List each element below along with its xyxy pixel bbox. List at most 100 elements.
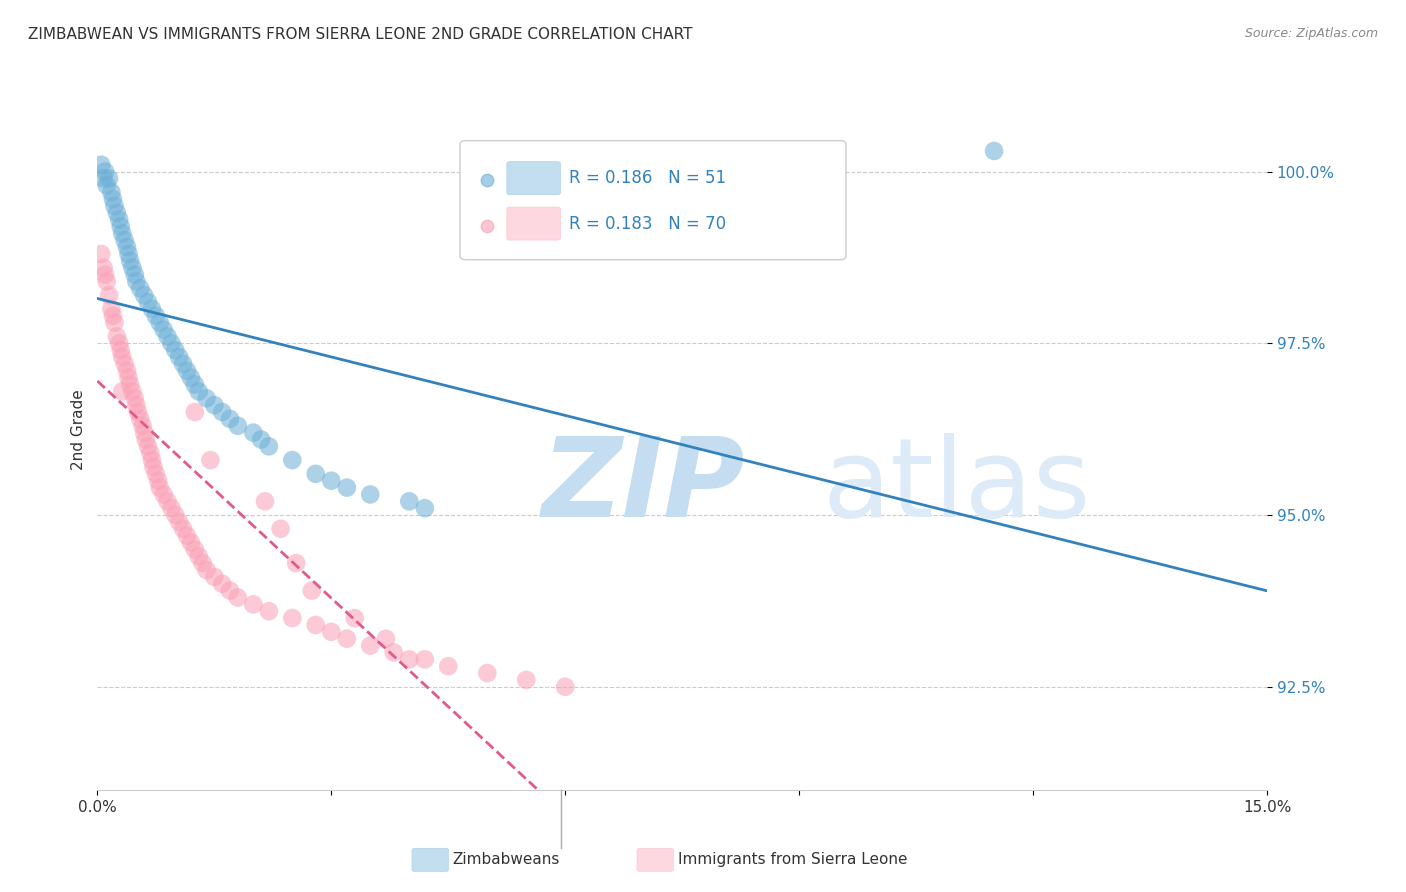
Point bbox=[398, 494, 420, 508]
Point bbox=[115, 240, 138, 254]
Point bbox=[343, 611, 366, 625]
Point bbox=[98, 171, 121, 186]
Point bbox=[219, 412, 242, 426]
Y-axis label: 2nd Grade: 2nd Grade bbox=[72, 389, 86, 469]
Point bbox=[124, 391, 146, 405]
Point bbox=[211, 576, 233, 591]
Point bbox=[172, 357, 194, 371]
Point bbox=[184, 377, 207, 392]
Point bbox=[152, 487, 174, 501]
Point bbox=[301, 583, 323, 598]
Point bbox=[477, 666, 499, 681]
Point bbox=[111, 350, 134, 364]
Point bbox=[180, 370, 202, 384]
Point bbox=[226, 418, 249, 433]
Point bbox=[110, 343, 132, 358]
Point bbox=[242, 598, 264, 612]
Point bbox=[103, 199, 125, 213]
Point bbox=[110, 219, 132, 234]
Point bbox=[226, 591, 249, 605]
Point bbox=[90, 247, 112, 261]
Point bbox=[149, 481, 172, 495]
Point bbox=[111, 227, 134, 241]
Point bbox=[180, 535, 202, 549]
Point bbox=[281, 611, 304, 625]
Point bbox=[270, 522, 292, 536]
Point bbox=[176, 364, 198, 378]
Point bbox=[250, 433, 273, 447]
Point bbox=[141, 453, 163, 467]
Point bbox=[336, 481, 359, 495]
Point bbox=[152, 322, 174, 336]
Point bbox=[114, 357, 136, 371]
Point bbox=[108, 336, 131, 351]
Point bbox=[127, 405, 149, 419]
Point bbox=[136, 439, 159, 453]
Point bbox=[195, 391, 218, 405]
Point bbox=[321, 474, 343, 488]
Point bbox=[90, 158, 112, 172]
Point bbox=[149, 316, 172, 330]
Point bbox=[281, 453, 304, 467]
Point bbox=[515, 673, 537, 687]
Point bbox=[145, 467, 167, 481]
Point bbox=[398, 652, 420, 666]
Point bbox=[184, 405, 207, 419]
Point bbox=[96, 275, 118, 289]
Point bbox=[94, 268, 117, 282]
Point bbox=[413, 501, 436, 516]
Point bbox=[160, 336, 183, 351]
FancyBboxPatch shape bbox=[506, 161, 561, 194]
Text: Source: ZipAtlas.com: Source: ZipAtlas.com bbox=[1244, 27, 1378, 40]
Point bbox=[413, 652, 436, 666]
Point bbox=[100, 185, 122, 199]
Text: ZIMBABWEAN VS IMMIGRANTS FROM SIERRA LEONE 2ND GRADE CORRELATION CHART: ZIMBABWEAN VS IMMIGRANTS FROM SIERRA LEO… bbox=[28, 27, 693, 42]
Point bbox=[187, 549, 209, 564]
Point bbox=[129, 281, 152, 295]
Point bbox=[187, 384, 209, 399]
Point bbox=[135, 433, 157, 447]
Point bbox=[111, 384, 134, 399]
Point bbox=[134, 288, 156, 302]
Point bbox=[176, 529, 198, 543]
Point bbox=[336, 632, 359, 646]
Point bbox=[120, 377, 142, 392]
Point bbox=[242, 425, 264, 440]
Point bbox=[129, 412, 152, 426]
Point bbox=[131, 418, 153, 433]
Point bbox=[211, 405, 233, 419]
Point bbox=[184, 542, 207, 557]
Point bbox=[200, 453, 222, 467]
Point bbox=[285, 556, 308, 570]
Point bbox=[305, 467, 328, 481]
Point bbox=[191, 556, 214, 570]
Point bbox=[139, 446, 162, 460]
FancyBboxPatch shape bbox=[460, 141, 846, 260]
Point bbox=[101, 309, 124, 323]
Text: R = 0.186   N = 51: R = 0.186 N = 51 bbox=[569, 169, 725, 187]
Point bbox=[160, 501, 183, 516]
Point bbox=[156, 329, 179, 343]
Point bbox=[134, 425, 156, 440]
Point bbox=[98, 288, 121, 302]
Point bbox=[103, 316, 125, 330]
Point bbox=[253, 494, 276, 508]
Point bbox=[321, 624, 343, 639]
Point bbox=[257, 604, 280, 618]
Point bbox=[219, 583, 242, 598]
Point bbox=[121, 384, 143, 399]
Text: Zimbabweans: Zimbabweans bbox=[453, 853, 560, 867]
Point bbox=[101, 192, 124, 206]
Point bbox=[115, 364, 138, 378]
Point bbox=[141, 301, 163, 316]
Point bbox=[165, 343, 187, 358]
Point bbox=[359, 639, 381, 653]
Text: Immigrants from Sierra Leone: Immigrants from Sierra Leone bbox=[678, 853, 907, 867]
Point bbox=[165, 508, 187, 522]
FancyBboxPatch shape bbox=[506, 207, 561, 240]
Point bbox=[156, 494, 179, 508]
Point bbox=[100, 301, 122, 316]
Point bbox=[117, 247, 139, 261]
Text: atlas: atlas bbox=[823, 434, 1091, 541]
Point bbox=[125, 275, 148, 289]
